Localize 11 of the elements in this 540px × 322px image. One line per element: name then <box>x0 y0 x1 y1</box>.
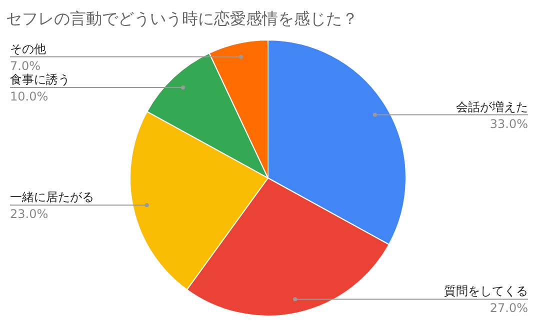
slice-label: 食事に誘う <box>10 72 70 86</box>
data-label: 10.0% <box>10 89 48 104</box>
slice-label: その他 <box>10 42 46 56</box>
data-label: 7.0% <box>10 58 40 73</box>
data-label: 23.0% <box>10 207 48 222</box>
data-label: 33.0% <box>490 116 528 131</box>
slice-label: 会話が増えた <box>456 100 528 114</box>
slice-label: 質問をしてくる <box>444 284 528 298</box>
slice-label: 一緒に居たがる <box>10 190 94 204</box>
data-label: 27.0% <box>490 301 528 316</box>
chart-title: セフレの言動でどういう時に恋愛感情を感じた？ <box>6 9 358 28</box>
